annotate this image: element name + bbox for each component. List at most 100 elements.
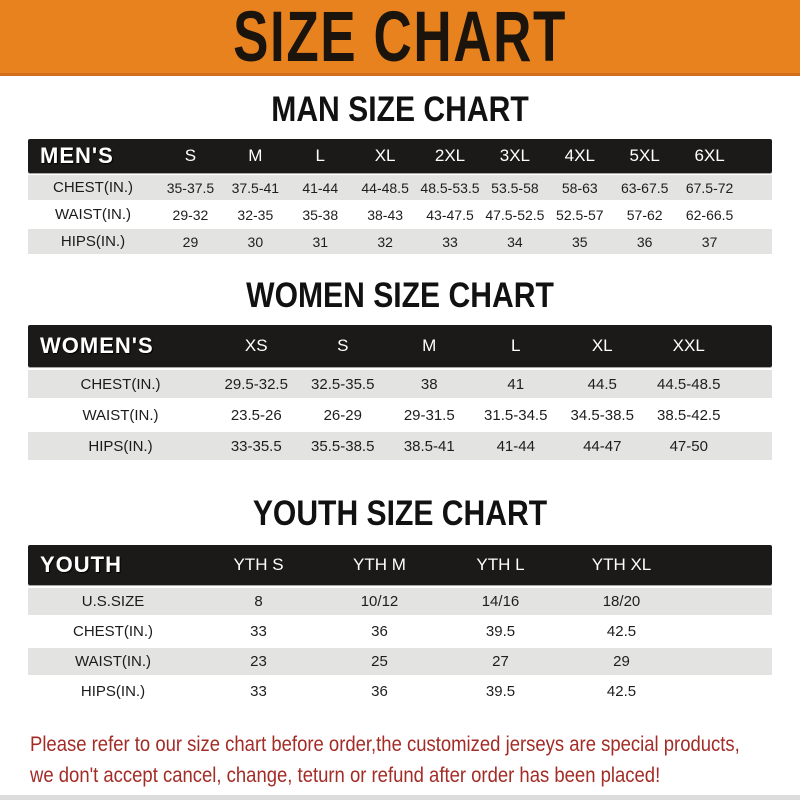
men-cell-0-0: 35-37.5 [166,179,215,196]
youth-column-header-2: YTH L [476,555,525,574]
men-cell-1-1: 32-35 [237,206,274,223]
men-cell-2-8: 37 [701,233,718,250]
youth-cell-2-3: 29 [613,653,630,670]
men-cell-2-6: 35 [572,233,588,250]
men-cell-2-7: 36 [636,233,653,250]
women-cell-1-2: 29-31.5 [403,406,455,424]
men-cell-2-2: 31 [312,233,329,250]
women-row-values: 33-35.5 35.5-38.5 38.5-41 41-44 44-47 47-50 [213,438,772,455]
men-cell-0-1: 37.5-41 [231,179,280,196]
men-column-header-7: 5XL [629,146,660,165]
youth-cell-1-3: 42.5 [606,623,637,640]
men-column-header-5: 3XL [499,146,531,165]
youth-cell-3-0: 33 [250,683,267,700]
women-cell-1-4: 34.5-38.5 [570,406,634,424]
youth-row-values: 33 36 39.5 42.5 [198,623,772,640]
women-row-values: 29.5-32.5 32.5-35.5 38 41 44.5 44.5-48.5 [213,376,772,393]
size-chart-banner: SIZE CHART [0,0,800,76]
women-table-row: CHEST(IN.) 29.5-32.5 32.5-35.5 38 41 44.5 44.5… [28,370,772,398]
women-cell-2-0: 33-35.5 [230,437,282,455]
women-row-label: HIPS(IN.) [88,437,153,455]
youth-cell-0-2: 14/16 [481,593,520,610]
youth-table-row: CHEST(IN.) 33 36 39.5 42.5 [28,618,772,645]
men-column-header-6: 4XL [564,146,595,165]
women-row-values: 23.5-26 26-29 29-31.5 31.5-34.5 34.5-38.5 38.… [213,407,772,424]
women-cell-1-5: 38.5-42.5 [657,406,721,424]
women-cell-1-3: 31.5-34.5 [484,406,548,424]
youth-header-columns: YTH S YTH M YTH L YTH XL [198,555,772,575]
men-row-values: 29 30 31 32 33 34 35 36 37 [158,234,772,250]
women-column-header-1: S [337,336,349,355]
youth-cell-0-1: 10/12 [360,593,399,610]
women-table-row: HIPS(IN.) 33-35.5 35.5-38.5 38.5-41 41-44 44-… [28,432,772,460]
youth-cell-3-3: 42.5 [606,683,637,700]
men-cell-1-2: 35-38 [302,206,339,223]
women-cell-2-3: 41-44 [496,437,535,455]
men-row-label: WAIST(IN.) [54,206,132,223]
men-cell-1-4: 43-47.5 [426,206,474,223]
youth-row-values: 23 25 27 29 [198,653,772,670]
men-column-header-8: 6XL [694,146,725,165]
men-column-header-4: 2XL [434,146,466,165]
men-column-header-2: L [315,146,325,165]
image-bottom-edge [0,795,800,800]
men-row-values: 35-37.5 37.5-41 41-44 44-48.5 48.5-53.5 53.5-… [158,180,772,196]
men-row-values: 29-32 32-35 35-38 38-43 43-47.5 47.5-52.5 52.5… [158,207,772,223]
youth-cell-0-0: 8 [254,593,263,610]
women-column-header-3: L [511,336,521,355]
men-cell-2-4: 33 [442,233,458,250]
men-header-bar: MEN'S S M L XL 2XL 3XL 4XL 5XL 6XL [28,139,772,173]
youth-column-header-1: YTH M [353,555,406,574]
men-cell-0-4: 48.5-53.5 [420,179,480,196]
youth-row-label: WAIST(IN.) [74,653,152,670]
women-cell-0-4: 44.5 [587,375,617,393]
women-cell-2-2: 38.5-41 [403,437,455,455]
men-cell-1-0: 29-32 [172,206,209,223]
youth-column-header-3: YTH XL [591,555,652,574]
disclaimer-line-1: Please refer to our size chart before or… [30,733,740,756]
women-cell-0-5: 44.5-48.5 [657,375,721,393]
men-row-label: HIPS(IN.) [60,233,126,250]
men-header-columns: S M L XL 2XL 3XL 4XL 5XL 6XL [158,146,772,166]
youth-size-table: YOUTH YTH S YTH M YTH L YTH XL U.S.SIZE 8 10/12… [28,545,772,705]
youth-row-label: CHEST(IN.) [73,623,153,640]
women-group-label: WOMEN'S [40,333,154,358]
youth-cell-1-1: 36 [371,623,388,640]
women-cell-0-3: 41 [507,375,525,393]
youth-heading: YOUTH SIZE CHART [252,494,548,533]
women-cell-1-0: 23.5-26 [230,406,282,424]
men-cell-0-3: 44-48.5 [361,179,409,196]
men-cell-2-0: 29 [182,233,199,250]
men-size-table: MEN'S S M L XL 2XL 3XL 4XL 5XL 6XL CHEST(IN.) 35-37… [28,139,772,254]
men-table-row: CHEST(IN.) 35-37.5 37.5-41 41-44 44-48.5 48.5… [28,175,772,200]
men-section: MAN SIZE CHART MEN'S S M L XL 2XL 3XL 4XL 5XL 6XL… [0,92,800,254]
women-row-label: CHEST(IN.) [80,375,161,393]
women-cell-0-1: 32.5-35.5 [311,375,375,393]
youth-row-values: 33 36 39.5 42.5 [198,683,772,700]
men-cell-2-5: 34 [507,233,523,250]
women-row-label: WAIST(IN.) [82,406,159,424]
men-cell-0-8: 67.5-72 [685,179,734,196]
women-section: WOMEN SIZE CHART WOMEN'S XS S M L XL XXL CHEST(… [0,278,800,460]
men-cell-0-7: 63-67.5 [620,179,669,196]
women-column-header-5: XXL [672,336,705,355]
women-column-header-2: M [422,336,437,355]
women-column-header-4: XL [591,336,613,355]
men-cell-1-3: 38-43 [367,206,404,223]
men-cell-2-1: 30 [247,233,264,250]
men-cell-1-8: 62-66.5 [685,206,734,223]
youth-table-row: WAIST(IN.) 23 25 27 29 [28,648,772,675]
women-header-columns: XS S M L XL XXL [213,336,772,356]
men-cell-0-2: 41-44 [302,179,339,196]
men-table-row: WAIST(IN.) 29-32 32-35 35-38 38-43 43-47.5 47.… [28,202,772,227]
men-group-label: MEN'S [40,143,114,168]
youth-row-label: U.S.SIZE [81,593,145,610]
youth-cell-2-0: 23 [250,653,267,670]
youth-header-bar: YOUTH YTH S YTH M YTH L YTH XL [28,545,772,585]
youth-cell-1-2: 39.5 [485,623,516,640]
women-cell-2-5: 47-50 [669,437,708,455]
men-cell-0-6: 58-63 [561,179,598,196]
disclaimer-footer: Please refer to our size chart before or… [30,729,740,791]
youth-cell-0-3: 18/20 [602,593,641,610]
women-cell-2-1: 35.5-38.5 [311,437,375,455]
